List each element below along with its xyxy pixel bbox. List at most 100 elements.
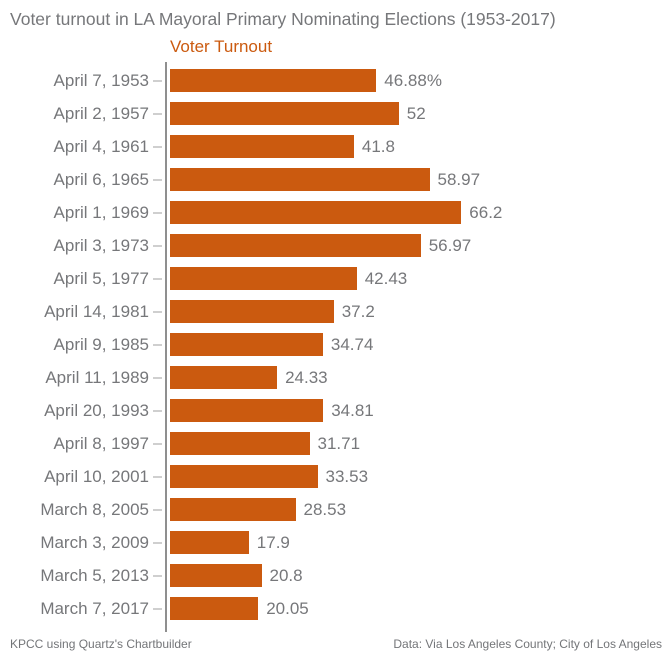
axis-tick-dash: [152, 475, 162, 478]
category-label: March 8, 2005: [40, 499, 149, 519]
axis-tick-dash: [152, 343, 162, 346]
bar-area: 52: [165, 102, 662, 125]
value-label: 24.33: [285, 367, 328, 387]
bar: [170, 432, 310, 455]
bar-area: 31.71: [165, 432, 662, 455]
category-label: March 3, 2009: [40, 532, 149, 552]
axis-tick-dash: [152, 442, 162, 445]
footer: KPCC using Quartz's Chartbuilder Data: V…: [10, 637, 662, 651]
chart-row: April 3, 1973 56.97: [10, 229, 662, 262]
category-label: April 9, 1985: [53, 334, 149, 354]
bar-area: 34.74: [165, 333, 662, 356]
category-label: April 10, 2001: [44, 466, 149, 486]
bar: [170, 465, 318, 488]
bar-area: 41.8: [165, 135, 662, 158]
axis-tick: [149, 277, 165, 280]
value-label: 52: [406, 103, 426, 123]
bar: [170, 597, 259, 620]
chart-row: April 7, 1953 46.88%: [10, 64, 662, 97]
value-label: 20.8: [269, 565, 303, 585]
chart-row: April 6, 1965 58.97: [10, 163, 662, 196]
axis-tick-dash: [152, 145, 162, 148]
chart-row: April 1, 1969 66.2: [10, 196, 662, 229]
axis-tick: [149, 442, 165, 445]
bar: [170, 333, 323, 356]
bar-area: 42.43: [165, 267, 662, 290]
category-label: March 7, 2017: [40, 598, 149, 618]
bar: [170, 69, 377, 92]
value-label: 34.74: [330, 334, 374, 354]
footer-credit: KPCC using Quartz's Chartbuilder: [10, 637, 192, 651]
axis-tick: [149, 574, 165, 577]
value-label: 31.71: [317, 433, 361, 453]
value-label: 42.43: [364, 268, 408, 288]
bar: [170, 399, 324, 422]
legend: Voter Turnout: [170, 37, 662, 57]
category-label: April 4, 1961: [53, 136, 149, 156]
axis-tick: [149, 475, 165, 478]
bar-chart: April 7, 1953 46.88% April 2, 1957 52 April …: [10, 62, 662, 632]
axis-tick: [149, 343, 165, 346]
bar-area: 66.2: [165, 201, 662, 224]
axis-tick: [149, 607, 165, 610]
axis-tick: [149, 211, 165, 214]
category-label: April 3, 1973: [53, 235, 149, 255]
bar: [170, 267, 357, 290]
chart-row: April 11, 1989 24.33: [10, 361, 662, 394]
axis-tick-dash: [152, 541, 162, 544]
axis-tick: [149, 508, 165, 511]
bar: [170, 498, 296, 521]
chart-row: March 3, 2009 17.9: [10, 526, 662, 559]
axis-tick-dash: [152, 211, 162, 214]
axis-tick: [149, 244, 165, 247]
value-label: 41.8: [361, 136, 395, 156]
category-label: April 7, 1953: [53, 70, 149, 90]
chart-title: Voter turnout in LA Mayoral Primary Nomi…: [10, 9, 556, 29]
axis-tick-dash: [152, 508, 162, 511]
legend-series-label: Voter Turnout: [170, 37, 273, 56]
bar: [170, 234, 421, 257]
value-label: 58.97: [437, 169, 481, 189]
value-label: 20.05: [266, 598, 309, 618]
y-axis-line: [165, 62, 167, 632]
category-label: April 8, 1997: [53, 433, 149, 453]
axis-tick-dash: [152, 574, 162, 577]
category-label: April 5, 1977: [53, 268, 149, 288]
bar: [170, 300, 334, 323]
bar-area: 17.9: [165, 531, 662, 554]
axis-tick-dash: [152, 178, 162, 181]
value-label: 46.88%: [384, 70, 442, 90]
bar-area: 28.53: [165, 498, 662, 521]
axis-tick: [149, 409, 165, 412]
bar: [170, 366, 278, 389]
bar: [170, 102, 399, 125]
category-label: April 11, 1989: [45, 367, 149, 387]
bar-area: 37.2: [165, 300, 662, 323]
axis-tick: [149, 310, 165, 313]
axis-tick-dash: [152, 79, 162, 82]
category-label: April 20, 1993: [44, 400, 149, 420]
bar-area: 33.53: [165, 465, 662, 488]
axis-tick-dash: [152, 277, 162, 280]
category-label: April 14, 1981: [44, 301, 149, 321]
chart-row: April 4, 1961 41.8: [10, 130, 662, 163]
bar-area: 56.97: [165, 234, 662, 257]
chart-row: April 8, 1997 31.71: [10, 427, 662, 460]
axis-tick: [149, 79, 165, 82]
bar-area: 34.81: [165, 399, 662, 422]
category-label: April 2, 1957: [53, 103, 149, 123]
bar-area: 24.33: [165, 366, 662, 389]
axis-tick-dash: [152, 409, 162, 412]
chart-row: March 5, 2013 20.8: [10, 559, 662, 592]
chart-row: April 20, 1993 34.81: [10, 394, 662, 427]
value-label: 28.53: [303, 499, 347, 519]
bar-area: 58.97: [165, 168, 662, 191]
bar-area: 20.8: [165, 564, 662, 587]
axis-tick-dash: [152, 607, 162, 610]
value-label: 37.2: [341, 301, 375, 321]
bar: [170, 135, 354, 158]
value-label: 33.53: [325, 466, 369, 486]
category-label: April 1, 1969: [53, 202, 149, 222]
bar: [170, 531, 249, 554]
